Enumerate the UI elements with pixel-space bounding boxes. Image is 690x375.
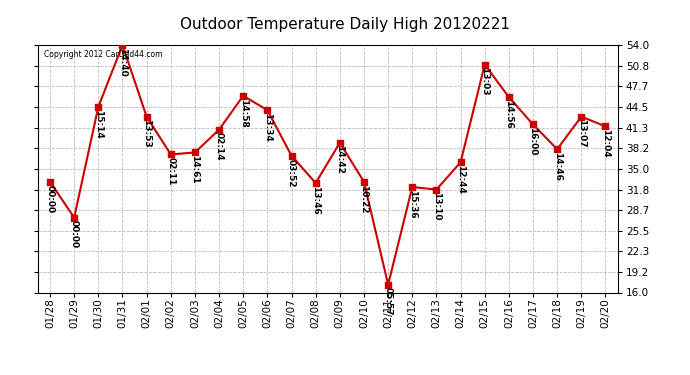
- Text: 10:22: 10:22: [359, 184, 368, 213]
- Text: 15:36: 15:36: [408, 190, 417, 218]
- Point: [262, 107, 273, 113]
- Text: 14:56: 14:56: [504, 100, 513, 129]
- Text: 15:14: 15:14: [94, 110, 103, 138]
- Point: [382, 282, 393, 288]
- Point: [552, 146, 563, 152]
- Text: 13:46: 13:46: [311, 186, 320, 214]
- Point: [431, 187, 442, 193]
- Text: 02:11: 02:11: [166, 157, 175, 186]
- Point: [92, 104, 104, 110]
- Text: Outdoor Temperature Daily High 20120221: Outdoor Temperature Daily High 20120221: [180, 17, 510, 32]
- Point: [334, 140, 345, 146]
- Point: [141, 114, 152, 120]
- Text: 00:00: 00:00: [46, 184, 55, 213]
- Text: 13:10: 13:10: [432, 192, 441, 221]
- Point: [527, 122, 538, 128]
- Point: [310, 180, 321, 186]
- Point: [600, 123, 611, 129]
- Point: [359, 179, 370, 185]
- Point: [189, 150, 200, 156]
- Point: [44, 179, 56, 185]
- Point: [575, 114, 586, 120]
- Text: 05:57: 05:57: [384, 288, 393, 316]
- Point: [166, 152, 177, 157]
- Point: [406, 184, 417, 190]
- Point: [479, 62, 490, 68]
- Point: [214, 127, 225, 133]
- Text: 14:42: 14:42: [335, 146, 344, 174]
- Text: 12:44: 12:44: [456, 165, 465, 194]
- Text: 13:07: 13:07: [577, 119, 586, 148]
- Text: 13:03: 13:03: [480, 68, 489, 96]
- Text: 03:52: 03:52: [287, 159, 296, 187]
- Point: [286, 153, 297, 159]
- Text: 16:00: 16:00: [529, 127, 538, 156]
- Text: 02:14: 02:14: [215, 132, 224, 161]
- Text: 14:61: 14:61: [190, 155, 199, 184]
- Point: [69, 214, 80, 220]
- Text: 13:53: 13:53: [142, 119, 151, 148]
- Point: [455, 159, 466, 165]
- Text: 13:34: 13:34: [263, 113, 272, 142]
- Text: Copyright 2012 CarDad44.com: Copyright 2012 CarDad44.com: [43, 50, 162, 59]
- Text: 00:00: 00:00: [70, 220, 79, 249]
- Point: [117, 42, 128, 48]
- Point: [237, 93, 248, 99]
- Point: [504, 94, 515, 100]
- Text: 14:46: 14:46: [553, 152, 562, 181]
- Text: 14:40: 14:40: [118, 48, 127, 76]
- Text: 12:04: 12:04: [601, 129, 610, 158]
- Text: 14:58: 14:58: [239, 99, 248, 128]
